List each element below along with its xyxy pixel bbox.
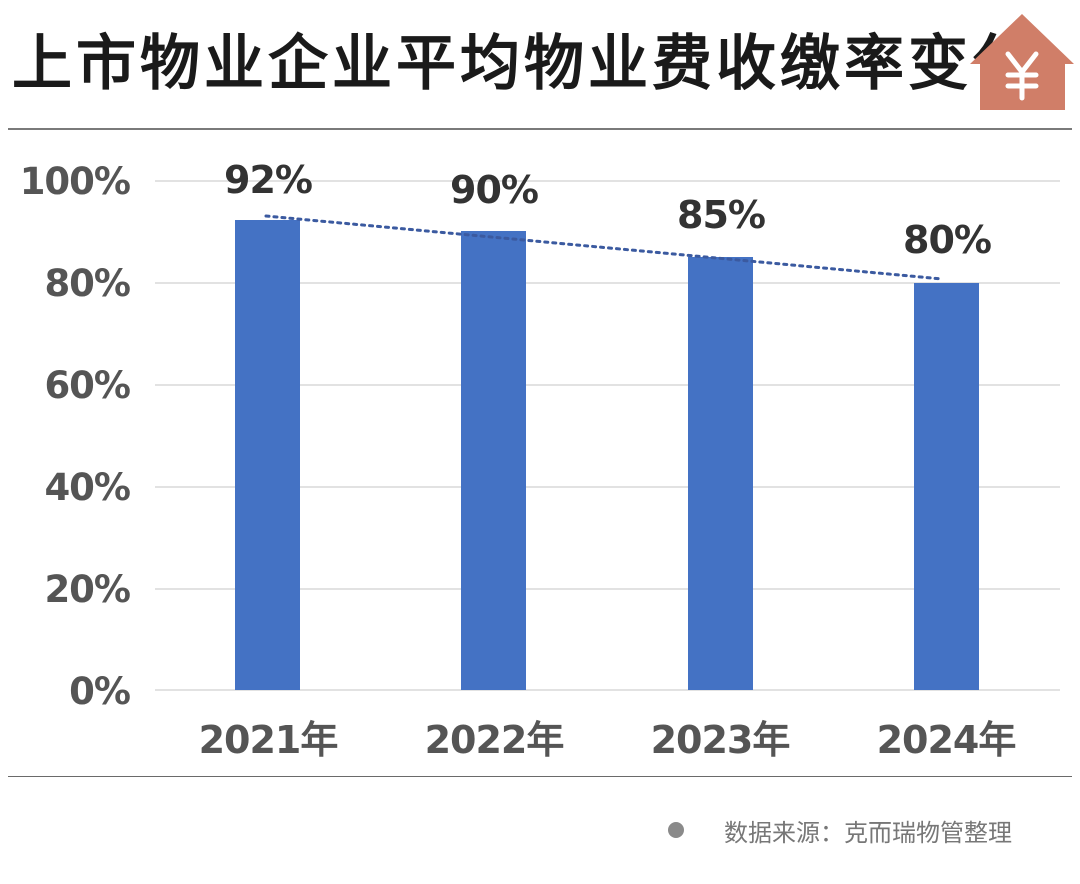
bar-value-label: 92% <box>224 158 313 202</box>
x-tick-label: 2023年 <box>650 718 791 762</box>
bar-2021 <box>235 220 300 690</box>
y-tick-label: 100% <box>19 160 131 203</box>
x-tick-label: 2022年 <box>424 718 565 762</box>
gridline-60 <box>155 384 1060 386</box>
top-divider <box>8 128 1072 130</box>
page-title: 上市物业企业平均物业费收缴率变化 <box>12 29 1036 99</box>
bottom-divider <box>8 776 1072 777</box>
x-tick-label: 2024年 <box>876 718 1017 762</box>
bar-2023 <box>688 257 753 690</box>
y-tick-label: 40% <box>44 466 131 509</box>
bar-value-label: 85% <box>677 193 766 237</box>
bar-value-label: 80% <box>903 218 992 262</box>
source-note: 数据来源：克而瑞物管整理 <box>668 810 1012 850</box>
y-tick-label: 20% <box>44 568 131 611</box>
x-tick-label: 2021年 <box>198 718 339 762</box>
y-tick-label: 80% <box>44 262 131 305</box>
gridline-100 <box>155 180 1060 182</box>
gridline-80 <box>155 282 1060 284</box>
source-text: 数据来源：克而瑞物管整理 <box>724 818 1012 847</box>
bar-value-label: 90% <box>450 168 539 212</box>
bar-2022 <box>461 231 526 690</box>
house-yuan-icon <box>970 14 1074 110</box>
bullet-icon <box>668 822 684 838</box>
bar-2024 <box>914 283 979 690</box>
gridline-0 <box>155 689 1060 691</box>
gridline-40 <box>155 486 1060 488</box>
gridline-20 <box>155 588 1060 590</box>
y-tick-label: 60% <box>44 364 131 407</box>
y-tick-label: 0% <box>69 670 131 713</box>
